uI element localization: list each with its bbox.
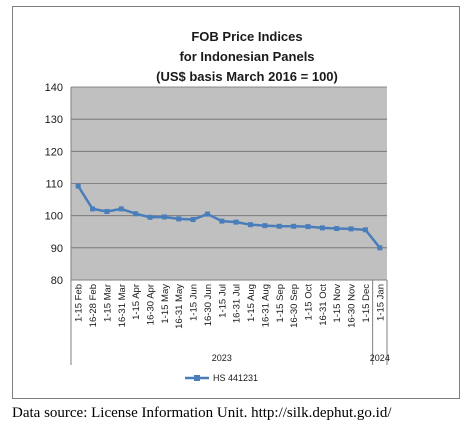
- x-tick-label: 1-15 Aug: [246, 284, 257, 322]
- data-point: [334, 226, 340, 232]
- x-tick-label: 16-31 Aug: [260, 284, 271, 327]
- y-tick-label: 100: [45, 211, 63, 223]
- y-tick-label: 80: [51, 275, 63, 287]
- legend-marker: [194, 375, 200, 381]
- chart-frame: FOB Price Indices for Indonesian Panels …: [12, 6, 460, 399]
- data-point: [204, 211, 210, 217]
- y-tick-label: 130: [45, 114, 63, 126]
- x-tick-label: 1-15 Mar: [102, 284, 113, 322]
- x-tick-label: 16-30 Nov: [347, 284, 358, 328]
- chart-title-line-2: for Indonesian Panels: [179, 49, 314, 64]
- x-tick-label: 16-31 Oct: [318, 284, 329, 326]
- data-point: [276, 223, 282, 229]
- x-tick-label: 1-15 Jan: [375, 284, 386, 321]
- data-point: [176, 216, 182, 222]
- x-tick-label: 16-31 Mar: [117, 284, 128, 327]
- year-group-label: 2023: [212, 353, 232, 363]
- data-point: [75, 183, 81, 189]
- series-line: [77, 185, 381, 249]
- data-point: [291, 223, 297, 229]
- data-point: [248, 222, 254, 228]
- x-tick-label: 1-15 Jul: [217, 284, 228, 318]
- x-axis-ticks: 1-15 Feb 16-28 Feb 1-15 Mar 16-31 Mar 1-15 A…: [74, 284, 387, 329]
- data-point: [133, 211, 139, 217]
- line-chart: FOB Price Indices for Indonesian Panels …: [45, 29, 390, 383]
- legend-label: HS 441231: [213, 373, 258, 383]
- data-point: [190, 217, 196, 223]
- data-point: [305, 224, 311, 230]
- year-group-label: 2024: [370, 353, 390, 363]
- data-point: [319, 225, 325, 231]
- legend: HS 441231: [185, 373, 258, 383]
- x-tick-label: 1-15 Oct: [304, 284, 315, 321]
- gridlines: [70, 86, 387, 281]
- data-point: [262, 223, 268, 229]
- x-tick-label: 1-15 Feb: [74, 284, 85, 322]
- data-point: [233, 219, 239, 225]
- y-tick-label: 140: [45, 82, 63, 94]
- x-tick-label: 1-15 Apr: [131, 284, 142, 320]
- data-point: [90, 206, 96, 212]
- x-tick-label: 16-30 Apr: [146, 284, 157, 325]
- x-tick-label: 16-31 May: [174, 284, 185, 329]
- data-point: [377, 245, 383, 251]
- data-source-note: Data source: License Information Unit. h…: [12, 405, 392, 421]
- y-axis-ticks: 80 90 100 110 120 130 140: [45, 82, 63, 287]
- data-point: [118, 206, 124, 212]
- x-tick-label: 16-28 Feb: [88, 284, 99, 327]
- x-tick-label: 16-30 Sep: [289, 284, 300, 328]
- data-point: [362, 227, 368, 233]
- data-point: [104, 208, 110, 214]
- x-tick-label: 16-31 Jul: [232, 284, 243, 323]
- x-tick-label: 16-30 Jun: [203, 284, 214, 326]
- chart-title-line-1: FOB Price Indices: [191, 29, 302, 44]
- y-tick-label: 90: [51, 243, 63, 255]
- y-tick-label: 110: [45, 179, 63, 191]
- y-tick-label: 120: [45, 146, 63, 158]
- data-point: [161, 214, 167, 220]
- x-axis-year-groups: 2023 2024: [70, 280, 390, 365]
- data-point: [348, 226, 354, 232]
- x-tick-label: 1-15 Jun: [189, 284, 200, 321]
- x-tick-label: 1-15 Nov: [332, 284, 343, 323]
- data-point: [147, 214, 153, 220]
- x-tick-label: 1-15 May: [160, 284, 171, 324]
- series-hs-441231: [75, 183, 383, 251]
- chart-subtitle: (US$ basis March 2016 = 100): [156, 69, 338, 84]
- x-tick-label: 1-15 Sep: [275, 284, 286, 323]
- data-point: [219, 218, 225, 224]
- x-tick-label: 1-15 Dec: [361, 284, 372, 323]
